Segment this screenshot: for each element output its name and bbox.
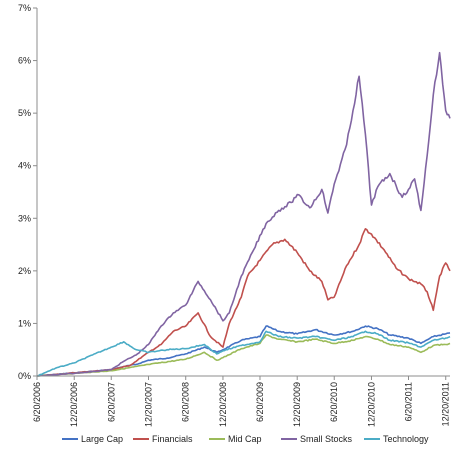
legend-label: Large Cap bbox=[81, 434, 123, 444]
x-tick-label: 12/20/2007 bbox=[143, 382, 153, 427]
y-tick-label: 4% bbox=[18, 161, 31, 171]
x-tick-label: 12/20/2009 bbox=[292, 382, 302, 427]
series-line-mid-cap bbox=[37, 334, 451, 377]
x-tick-label: 12/20/2008 bbox=[218, 382, 228, 427]
y-tick-label: 2% bbox=[18, 266, 31, 276]
x-tick-label: 6/20/2010 bbox=[329, 382, 339, 422]
y-tick-label: 6% bbox=[18, 56, 31, 66]
x-tick-label: 12/20/2011 bbox=[441, 382, 451, 426]
legend-label: Financials bbox=[152, 434, 193, 444]
x-tick-label: 6/20/2011 bbox=[403, 382, 413, 421]
x-tick-label: 12/20/2010 bbox=[366, 382, 376, 427]
x-tick-label: 6/20/2008 bbox=[181, 382, 191, 422]
y-tick-label: 1% bbox=[18, 318, 31, 328]
x-tick-label: 12/20/2006 bbox=[69, 382, 79, 427]
legend-label: Mid Cap bbox=[228, 434, 262, 444]
x-axis-ticks: 6/20/2006 12/20/2006 6/20/2007 12/20/2007 6/… bbox=[32, 376, 451, 427]
y-axis-ticks: 0% 1% 2% 3% 4% 5% 6% 7% bbox=[18, 3, 37, 381]
y-tick-label: 3% bbox=[18, 213, 31, 223]
legend: Large Cap Financials Mid Cap Small Stocks Te… bbox=[62, 434, 429, 444]
y-tick-label: 7% bbox=[18, 3, 31, 13]
series-lines bbox=[36, 51, 451, 377]
legend-label: Technology bbox=[383, 434, 429, 444]
x-tick-label: 6/20/2009 bbox=[255, 382, 265, 422]
legend-label: Small Stocks bbox=[300, 434, 353, 444]
y-tick-label: 5% bbox=[18, 108, 31, 118]
x-tick-label: 6/20/2007 bbox=[106, 382, 116, 422]
series-line-small-stocks bbox=[36, 51, 451, 377]
y-tick-label: 0% bbox=[18, 371, 31, 381]
x-tick-label: 6/20/2006 bbox=[32, 382, 42, 422]
series-line-technology bbox=[36, 330, 451, 377]
